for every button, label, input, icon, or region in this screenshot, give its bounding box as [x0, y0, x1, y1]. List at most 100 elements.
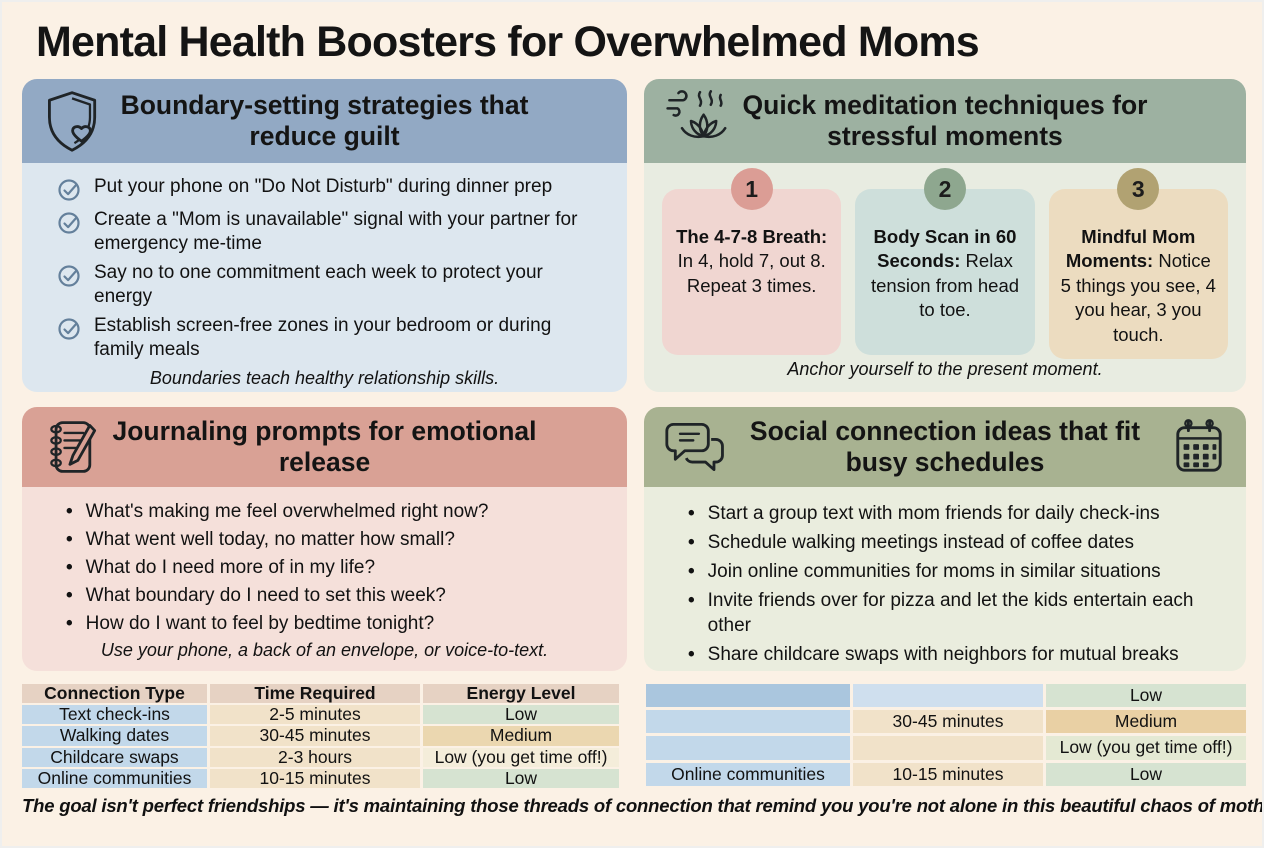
bullet: •: [688, 644, 695, 666]
list-item-text: Join online communities for moms in simi…: [707, 561, 1161, 583]
journaling-card-body: • What's making me feel overwhelmed right…: [22, 487, 627, 671]
bullet: •: [66, 501, 73, 522]
boundaries-list: Put your phone on "Do Not Disturb" durin…: [22, 163, 627, 368]
boundaries-card-footnote: Boundaries teach healthy relationship sk…: [149, 367, 500, 388]
table-cell: 30-45 minutes: [210, 725, 420, 746]
check-circle-icon: [56, 263, 82, 289]
list-item-text: What boundary do I need to set this week…: [85, 585, 446, 607]
table-cell: 30-45 minutes: [853, 710, 1043, 734]
bullet: •: [688, 532, 695, 554]
journaling-card-header: Journaling prompts for emotional release: [22, 407, 627, 487]
table-cell: 2-5 minutes: [210, 704, 420, 725]
tables-row: Connection Type Time Required Energy Lev…: [22, 683, 1246, 788]
meditation-step-3: 3 Mindful Mom Moments: Notice 5 things y…: [1048, 168, 1228, 360]
table-cell: 2-3 hours: [210, 747, 420, 767]
step-text: Relax tension from head to toe.: [870, 250, 1020, 321]
table-cell: Online communities: [22, 768, 207, 788]
column-header: Energy Level: [423, 683, 619, 704]
list-item: • Start a group text with mom friends for…: [688, 501, 1226, 526]
boundaries-card: Boundary-setting strategies that reduce …: [22, 79, 627, 392]
list-item: • Schedule walking meetings instead of co…: [688, 530, 1226, 555]
table-cell: Low (you get time off!): [1046, 736, 1246, 760]
step-card: The 4-7-8 Breath: In 4, hold 7, out 8. R…: [662, 189, 842, 355]
list-item: Say no to one commitment each week to pr…: [56, 261, 603, 309]
step-lead: The 4-7-8 Breath:: [676, 226, 828, 247]
journal-pencil-icon: [42, 416, 102, 478]
bullet: •: [688, 561, 695, 583]
social-card: Social connection ideas that fit busy sc…: [644, 407, 1246, 671]
check-circle-icon: [56, 210, 82, 236]
step-text: Notice 5 things you see, 4 you hear, 3 y…: [1060, 250, 1216, 345]
list-item: • What went well today, no matter how sma…: [66, 527, 607, 552]
list-item-text: Create a "Mom is unavailable" signal wit…: [94, 209, 578, 254]
connection-table: Connection Type Time Required Energy Lev…: [22, 683, 619, 788]
journaling-card: Journaling prompts for emotional release…: [22, 407, 627, 671]
list-item: • What do I need more of in my life?: [66, 555, 607, 580]
step-card: Body Scan in 60 Seconds: Relax tension f…: [855, 189, 1035, 355]
meditation-step-2: 2 Body Scan in 60 Seconds: Relax tension…: [855, 168, 1035, 359]
meditation-card-footnote: Anchor yourself to the present moment.: [787, 359, 1103, 380]
shield-heart-icon: [42, 88, 104, 154]
list-item: • How do I want to feel by bedtime tonigh…: [66, 611, 607, 636]
bottom-cards-row: Journaling prompts for emotional release…: [22, 407, 1246, 671]
list-item-text: What's making me feel overwhelmed right …: [85, 501, 489, 522]
bullet: •: [66, 613, 73, 635]
list-item: • What's making me feel overwhelmed right…: [66, 499, 607, 524]
bullet: •: [66, 557, 73, 579]
list-item: • What boundary do I need to set this wee…: [66, 583, 607, 608]
check-circle-icon: [56, 177, 82, 203]
list-item: • Join online communities for moms in sim…: [688, 559, 1226, 584]
step-number-badge: 3: [1117, 168, 1160, 210]
page-title: Mental Health Boosters for Overwhelmed M…: [36, 18, 980, 66]
top-cards-row: Boundary-setting strategies that reduce …: [22, 79, 1246, 392]
column-header: Time Required: [210, 683, 420, 704]
meditation-card-body: 1 The 4-7-8 Breath: In 4, hold 7, out 8.…: [644, 163, 1246, 392]
meditation-card-title: Quick meditation techniques for stressfu…: [742, 90, 1148, 151]
step-card: Mindful Mom Moments: Notice 5 things you…: [1048, 189, 1228, 360]
list-item-text: How do I want to feel by bedtime tonight…: [85, 613, 435, 635]
list-item-text: Establish screen-free zones in your bedr…: [94, 314, 552, 360]
chat-bubbles-icon: [664, 418, 730, 476]
boundaries-card-title: Boundary-setting strategies that reduce …: [120, 90, 529, 151]
social-card-body: • Start a group text with mom friends for…: [644, 487, 1246, 671]
journaling-list: • What's making me feel overwhelmed right…: [22, 487, 627, 640]
step-lead: Mindful Mom Moments:: [1065, 226, 1196, 272]
list-item: Establish screen-free zones in your bedr…: [56, 314, 603, 362]
meditation-card-header: Quick meditation techniques for stressfu…: [644, 79, 1246, 163]
list-item-text: Say no to one commitment each week to pr…: [94, 261, 543, 307]
step-number-badge: 2: [923, 168, 966, 210]
journaling-card-title: Journaling prompts for emotional release: [112, 416, 537, 477]
list-item: Put your phone on "Do Not Disturb" durin…: [56, 175, 603, 203]
step-text: In 4, hold 7, out 8. Repeat 3 times.: [677, 250, 826, 296]
table-cell: Low (you get time off!): [423, 747, 619, 767]
table-cell: [853, 684, 1043, 708]
table-cell: Medium: [423, 725, 619, 746]
column-header: Connection Type: [22, 683, 207, 704]
table-cell: 10-15 minutes: [210, 768, 420, 788]
table-cell: Low: [423, 768, 619, 788]
breath-lotus-icon: [664, 88, 736, 154]
bullet: •: [66, 585, 73, 607]
list-item-text: Put your phone on "Do Not Disturb" durin…: [94, 176, 553, 197]
connection-table-partial: Low 30-45 minutes Medium Low (you get ti…: [646, 684, 1246, 786]
table-cell: Text check-ins: [22, 704, 207, 725]
list-item-text: What do I need more of in my life?: [85, 557, 376, 579]
table-cell: Medium: [1046, 710, 1246, 734]
list-item-text: Schedule walking meetings instead of cof…: [707, 532, 1135, 554]
table-cell: [646, 684, 850, 708]
page-footnote: The goal isn't perfect friendships — it'…: [22, 795, 1264, 816]
check-circle-icon: [56, 316, 82, 342]
table-cell: Low: [1046, 762, 1246, 786]
list-item-text: Share childcare swaps with neighbors for…: [707, 644, 1179, 666]
table-cell: Low: [423, 704, 619, 725]
list-item-text: Invite friends over for pizza and let th…: [707, 590, 1194, 637]
table-cell: Low: [1046, 684, 1246, 708]
journaling-card-footnote: Use your phone, a back of an envelope, o…: [100, 640, 549, 661]
table-cell: [646, 710, 850, 734]
step-lead: Body Scan in 60 Seconds:: [873, 226, 1017, 272]
list-item-text: Start a group text with mom friends for …: [707, 503, 1160, 524]
social-list: • Start a group text with mom friends for…: [644, 487, 1246, 671]
bullet: •: [688, 503, 695, 524]
social-card-header: Social connection ideas that fit busy sc…: [644, 407, 1246, 487]
